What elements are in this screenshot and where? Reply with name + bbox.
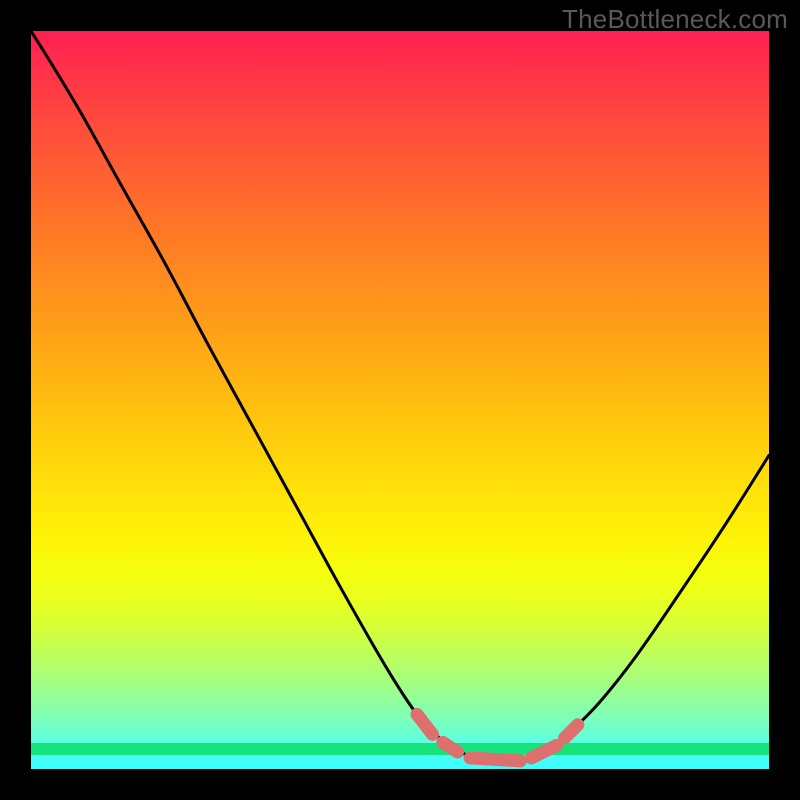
watermark-text: TheBottleneck.com: [562, 4, 788, 35]
overlay-dash-0: [417, 714, 432, 734]
chart-frame: TheBottleneck.com: [0, 0, 800, 800]
plot-area: [31, 31, 769, 769]
bottleneck-curve: [31, 31, 769, 763]
overlay-dash-group: [417, 714, 578, 760]
overlay-dash-2: [470, 758, 520, 761]
overlay-dash-4: [565, 725, 578, 738]
overlay-dash-3: [531, 745, 556, 758]
overlay-dash-1: [443, 742, 458, 752]
curve-layer: [31, 31, 769, 769]
